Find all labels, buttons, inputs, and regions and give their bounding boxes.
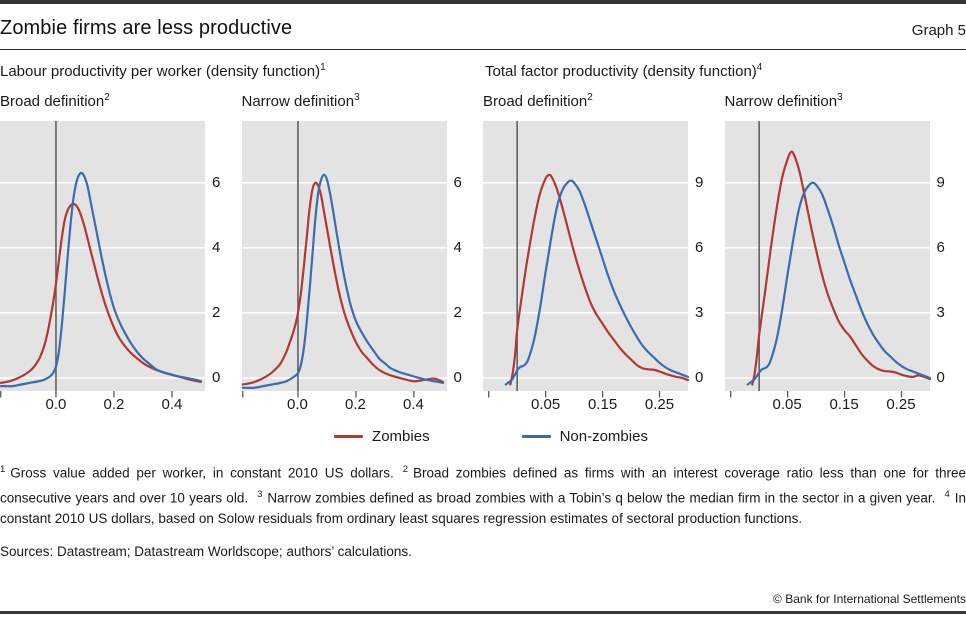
- section-title-labour-productivity: Labour productivity per worker (density …: [0, 62, 326, 80]
- density-plot-labour-narrow: 0 2 4 6 0.0 0.2 0.4: [241, 121, 484, 423]
- panel-title-footnote-ref: 2: [587, 92, 593, 103]
- footnote-text-3: Narrow zombies defined as broad zombies …: [267, 490, 936, 505]
- x-axis-label: 0.25: [886, 396, 916, 413]
- density-plot-labour-broad: 0 2 4 6 0.0 0.2 0.4: [0, 121, 242, 423]
- panel-title: Narrow definition3: [242, 92, 484, 114]
- y-axis-label: 0: [695, 368, 704, 386]
- density-plot-tfp-broad: 0 3 6 9 0.05 0.15 0.25: [483, 121, 725, 423]
- panel-title-footnote-ref: 2: [104, 92, 110, 103]
- plot-area: [724, 121, 931, 398]
- y-axis-label: 6: [695, 238, 704, 256]
- legend-label-non-zombies: Non-zombies: [559, 427, 648, 445]
- non-zombies-density-curve: [241, 173, 444, 389]
- panel-title-text: Broad definition: [0, 93, 105, 110]
- legend-label-zombies: Zombies: [372, 427, 430, 445]
- legend-item-non-zombies: Non-zombies: [521, 425, 648, 447]
- zombies-density-curve: [750, 150, 931, 386]
- non-zombies-density-curve: [504, 179, 690, 386]
- x-axis-label: 0.25: [644, 396, 675, 413]
- panel-title-text: Broad definition: [483, 93, 588, 110]
- footnote-ref-3: 3: [257, 488, 263, 500]
- non-zombies-line-swatch: [521, 434, 551, 438]
- graph-number-label: Graph 5: [911, 22, 966, 39]
- section-title-row: Labour productivity per worker (density …: [0, 62, 966, 84]
- y-axis-label: 2: [453, 303, 462, 321]
- page-title: Zombie firms are less productive: [0, 17, 293, 39]
- y-axis-label: 9: [695, 173, 704, 191]
- x-axis-label: 0.0: [45, 396, 67, 413]
- footnote-text-4: In constant 2010 US dollars, based on So…: [0, 490, 966, 526]
- density-chart-svg: [724, 121, 931, 398]
- non-zombies-density-curve: [0, 171, 203, 388]
- plot-area: [0, 121, 205, 398]
- panel-title-footnote-ref: 3: [354, 92, 360, 103]
- chart-panel-labour-broad: Broad definition2 0 2 4 6 0.0 0.2 0.4: [0, 92, 242, 423]
- density-chart-svg: [0, 121, 205, 398]
- plot-area: [483, 121, 690, 398]
- panel-title-footnote-ref: 3: [837, 92, 843, 103]
- title-divider-rule: [0, 49, 966, 50]
- y-axis-label: 6: [453, 173, 462, 191]
- x-axis-label: 0.4: [161, 396, 183, 413]
- density-plot-tfp-narrow: 0 3 6 9 0.05 0.15 0.25: [724, 121, 966, 423]
- panel-title-text: Narrow definition: [241, 93, 355, 110]
- x-axis-label: 0.15: [829, 396, 859, 413]
- footnote-text-2: Broad zombies defined as firms with an i…: [0, 465, 966, 506]
- legend: Zombies Non-zombies: [8, 425, 966, 447]
- x-axis-label: 0.05: [772, 396, 802, 413]
- panel-title: Broad definition2: [483, 92, 725, 114]
- y-axis-label: 3: [695, 303, 704, 321]
- panel-title-text: Narrow definition: [724, 93, 838, 110]
- footnote-ref-2: 2: [402, 464, 409, 475]
- x-axis-label: 0.15: [587, 396, 618, 413]
- chart-panels-row: Broad definition2 0 2 4 6 0.0 0.2 0.4 Narrow d…: [0, 92, 966, 423]
- density-chart-svg: [483, 121, 690, 398]
- footnotes-block: 1 Gross value added per worker, in consta…: [0, 459, 966, 529]
- zombies-density-curve: [0, 202, 203, 384]
- y-axis-label: 3: [936, 303, 945, 321]
- y-axis-label: 0: [212, 368, 221, 386]
- section-title-text: Labour productivity per worker (density …: [0, 63, 321, 80]
- y-axis-label: 2: [212, 303, 221, 321]
- x-axis-label: 0.2: [103, 396, 125, 413]
- footnote-ref-1: 1: [0, 464, 6, 475]
- panel-title: Broad definition2: [0, 92, 242, 114]
- y-axis-label: 9: [936, 173, 945, 191]
- legend-item-zombies: Zombies: [334, 425, 430, 447]
- x-axis-label: 0.2: [345, 396, 366, 413]
- zombies-density-curve: [241, 181, 444, 386]
- chart-panel-labour-narrow: Narrow definition3 0 2 4 6 0.0 0.2 0.4: [241, 92, 484, 423]
- zombies-line-swatch: [334, 434, 364, 438]
- section-title-text: Total factor productivity (density funct…: [485, 63, 757, 80]
- bottom-border-rule: [0, 611, 966, 614]
- y-axis-label: 0: [936, 368, 945, 386]
- chart-panel-tfp-broad: Broad definition2 0 3 6 9 0.05 0.15 0.25: [483, 92, 725, 423]
- density-chart-svg: [241, 121, 447, 398]
- x-axis-label: 0.05: [531, 396, 561, 413]
- section-title-total-factor-productivity: Total factor productivity (density funct…: [485, 62, 762, 80]
- y-axis-label: 4: [453, 238, 462, 256]
- panel-title: Narrow definition3: [725, 92, 966, 114]
- x-axis-label: 0.4: [403, 396, 424, 413]
- top-border-rule: [0, 0, 966, 4]
- chart-panel-tfp-narrow: Narrow definition3 0 3 6 9 0.05 0.15 0.25: [724, 92, 966, 423]
- section-title-footnote-ref: 1: [320, 62, 326, 73]
- y-axis-label: 4: [212, 238, 221, 256]
- y-axis-label: 6: [936, 238, 945, 256]
- header: Zombie firms are less productive Graph 5: [0, 17, 966, 40]
- plot-area: [241, 121, 447, 398]
- copyright-line: © Bank for International Settlements: [773, 592, 966, 606]
- footnote-text-1: Gross value added per worker, in constan…: [10, 465, 394, 481]
- y-axis-label: 6: [212, 173, 221, 191]
- zombies-density-curve: [509, 173, 690, 386]
- x-axis-label: 0.0: [287, 396, 308, 413]
- y-axis-label: 0: [453, 368, 462, 386]
- non-zombies-density-curve: [746, 181, 931, 386]
- sources-line: Sources: Datastream; Datastream Worldsco…: [0, 544, 412, 559]
- footnote-ref-4: 4: [944, 488, 950, 500]
- section-title-footnote-ref: 4: [756, 62, 763, 73]
